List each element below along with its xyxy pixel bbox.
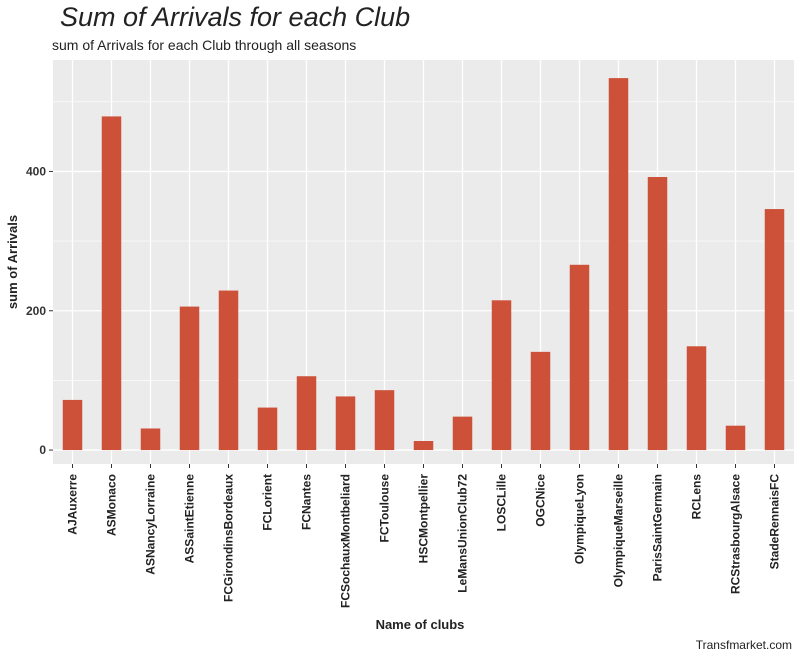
x-tick-label: FCGirondinsBordeaux bbox=[222, 474, 236, 602]
x-tick-label: FCToulouse bbox=[378, 474, 392, 543]
x-axis: AJAuxerre ASMonaco ASNancyLorraine ASSaintE… bbox=[66, 464, 782, 608]
bar-FCGirondinsBordeaux bbox=[218, 290, 239, 451]
bar-ParisSaintGermain bbox=[647, 177, 668, 451]
source-caption: Transfmarket.com bbox=[695, 638, 792, 652]
x-tick-label: StadeRennaisFC bbox=[768, 474, 782, 570]
bar-OlympiqueMarseille bbox=[608, 78, 629, 451]
bar-HSCMontpellier bbox=[413, 441, 434, 451]
bar-ASNancyLorraine bbox=[140, 428, 161, 451]
x-tick-label: HSCMontpellier bbox=[417, 474, 431, 564]
x-tick-label: ASSaintEtienne bbox=[183, 474, 197, 564]
bars bbox=[62, 78, 785, 451]
x-tick-label: ParisSaintGermain bbox=[651, 474, 665, 581]
x-tick-label: OGCNice bbox=[534, 474, 548, 527]
bar-OlympiqueLyon bbox=[569, 264, 590, 451]
chart-subtitle: sum of Arrivals for each Club through al… bbox=[52, 37, 357, 53]
chart-title: Sum of Arrivals for each Club bbox=[60, 2, 411, 32]
bar-OGCNice bbox=[530, 351, 551, 451]
x-tick-label: OlympiqueLyon bbox=[573, 474, 587, 564]
bar-RCStrasbourgAlsace bbox=[725, 425, 746, 451]
x-tick-label: OlympiqueMarseille bbox=[612, 474, 626, 588]
bar-AJAuxerre bbox=[62, 399, 83, 451]
x-tick-label: RCStrasbourgAlsace bbox=[729, 474, 743, 594]
x-tick-label: RCLens bbox=[690, 474, 704, 520]
bar-LeMansUnionClub72 bbox=[452, 416, 473, 451]
y-axis-label: sum of Arrivals bbox=[5, 215, 20, 309]
y-axis: 0 200 400 bbox=[26, 164, 53, 457]
x-tick-label: LeMansUnionClub72 bbox=[456, 474, 470, 593]
x-tick-label: FCNantes bbox=[300, 474, 314, 530]
bar-ASSaintEtienne bbox=[179, 306, 200, 451]
bar-StadeRennaisFC bbox=[764, 209, 785, 451]
bar-RCLens bbox=[686, 346, 707, 451]
x-tick-label: ASMonaco bbox=[105, 474, 119, 536]
x-tick-label: ASNancyLorraine bbox=[144, 474, 158, 575]
bar-ASMonaco bbox=[101, 116, 122, 451]
bar-FCNantes bbox=[296, 376, 317, 451]
y-tick-label: 200 bbox=[26, 304, 46, 318]
x-axis-label: Name of clubs bbox=[376, 617, 465, 632]
bar-LOSCLille bbox=[491, 300, 512, 451]
y-tick-label: 0 bbox=[39, 443, 46, 457]
x-tick-label: AJAuxerre bbox=[66, 474, 80, 535]
x-tick-label: FCLorient bbox=[261, 474, 275, 531]
bar-FCLorient bbox=[257, 407, 278, 451]
x-tick-label: FCSochauxMontbeliard bbox=[339, 474, 353, 608]
bar-FCToulouse bbox=[374, 390, 395, 451]
y-tick-label: 400 bbox=[26, 164, 46, 178]
x-tick-label: LOSCLille bbox=[495, 474, 509, 532]
bar-FCSochauxMontbeliard bbox=[335, 396, 356, 451]
